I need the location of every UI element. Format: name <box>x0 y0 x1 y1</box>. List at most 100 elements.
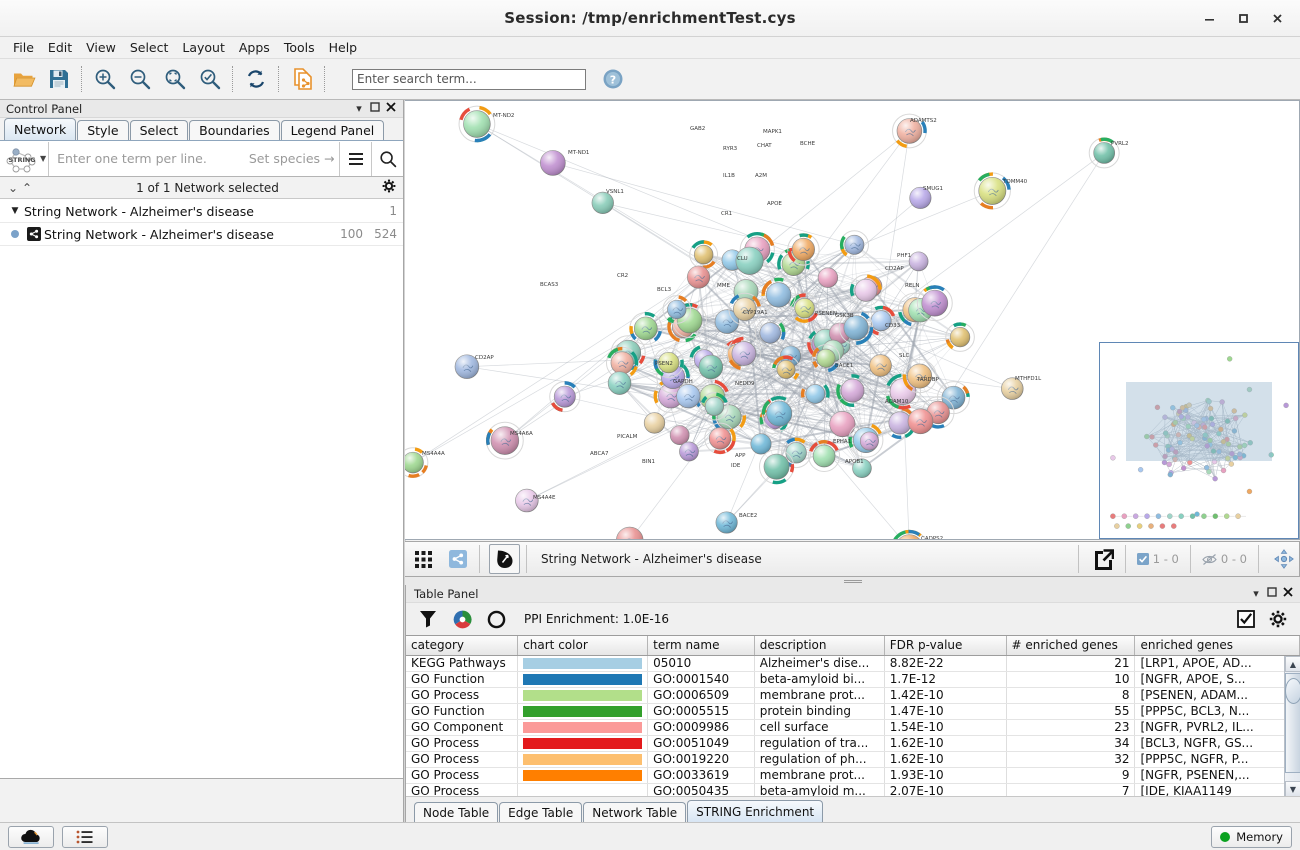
network-graph[interactable] <box>405 101 1299 540</box>
string-term-input[interactable]: Enter one term per line. Set species → <box>48 141 339 176</box>
string-options-button[interactable] <box>339 141 371 176</box>
table-row[interactable]: GO Process GO:0033619 membrane prot... 1.93… <box>406 767 1300 784</box>
string-search-button[interactable] <box>371 141 403 176</box>
table-panel-float-button[interactable] <box>1264 587 1280 600</box>
network-tree: ▼ String Network - Alzheimer's disease 1 <box>0 199 403 779</box>
table-panel-dropdown-button[interactable]: ▾ <box>1253 587 1259 600</box>
settings-gear-icon <box>382 179 396 193</box>
column-header-chart-color[interactable]: chart color <box>517 636 649 656</box>
cell-chart-color <box>517 687 649 704</box>
column-header-category[interactable]: category <box>406 636 519 656</box>
column-header-enriched-genes[interactable]: enriched genes <box>1134 636 1300 656</box>
select-mode-button[interactable] <box>489 544 520 574</box>
color-swatch <box>523 673 643 685</box>
donut-chart-button[interactable] <box>484 606 508 632</box>
zoom-in-button[interactable] <box>87 62 122 97</box>
enrichment-table[interactable]: category chart color term name descripti… <box>406 635 1300 797</box>
menu-select[interactable]: Select <box>129 40 169 55</box>
table-row[interactable]: GO Process GO:0019220 regulation of ph... 1… <box>406 751 1300 768</box>
tab-boundaries[interactable]: Boundaries <box>189 120 280 140</box>
menu-layout[interactable]: Layout <box>182 40 225 55</box>
network-settings-button[interactable] <box>381 179 397 196</box>
string-logo-svg: STRING <box>6 147 36 172</box>
table-vertical-scrollbar[interactable]: ▲ ▼ <box>1284 656 1300 797</box>
cell-n_genes: 9 <box>1006 767 1136 784</box>
search-input[interactable]: Enter search term... <box>352 68 586 90</box>
string-species-label[interactable]: Set species → <box>248 151 335 166</box>
column-header-description[interactable]: description <box>754 636 885 656</box>
network-view[interactable]: MT-ND2 MT-ND1 VSNL1 CLU MME BCL3 CYP19A1 GAB2 RY… <box>405 100 1300 540</box>
table-row[interactable]: GO Process GO:0051049 regulation of tra...… <box>406 735 1300 752</box>
tab-style[interactable]: Style <box>77 120 129 140</box>
node-label: MS4A4A <box>422 451 445 457</box>
control-panel-dropdown-button[interactable]: ▾ <box>356 102 362 115</box>
network-tree-child-row[interactable]: String Network - Alzheimer's disease 100… <box>0 223 403 246</box>
cell-description: protein binding <box>754 703 885 720</box>
open-session-button[interactable] <box>6 62 41 97</box>
table-row[interactable]: GO Function GO:0001540 beta-amyloid bi... 1… <box>406 671 1300 688</box>
scroll-up-button[interactable]: ▲ <box>1285 656 1300 672</box>
pan-tool-button[interactable] <box>1268 544 1299 574</box>
filter-button[interactable] <box>416 606 440 632</box>
column-header-fdr-p-value[interactable]: FDR p-value <box>884 636 1007 656</box>
zoom-selected-button[interactable] <box>157 62 192 97</box>
color-swatch <box>523 786 642 797</box>
tab-edge-table[interactable]: Edge Table <box>499 802 583 822</box>
refresh-button[interactable] <box>238 62 273 97</box>
menu-help[interactable]: Help <box>328 40 358 55</box>
overview-viewport-rect[interactable] <box>1126 381 1272 462</box>
close-button[interactable] <box>1260 4 1294 34</box>
tab-network[interactable]: Network <box>4 118 77 140</box>
table-row[interactable]: GO Component GO:0009986 cell surface 1.54E-… <box>406 719 1300 736</box>
table-row[interactable]: GO Function GO:0005515 protein binding 1.47… <box>406 703 1300 720</box>
status-bar: Memory <box>0 822 1300 850</box>
menu-apps[interactable]: Apps <box>238 40 270 55</box>
tab-string-enrichment[interactable]: STRING Enrichment <box>687 800 824 822</box>
scroll-down-button[interactable]: ▼ <box>1285 781 1300 797</box>
tab-legend-panel[interactable]: Legend Panel <box>280 120 385 140</box>
table-panel-close-button[interactable] <box>1280 587 1296 600</box>
scroll-thumb[interactable] <box>1285 673 1300 773</box>
tab-select[interactable]: Select <box>129 120 189 140</box>
collapse-all-button[interactable]: ⌄ <box>7 180 19 195</box>
table-settings-button[interactable] <box>1266 606 1290 632</box>
menu-edit[interactable]: Edit <box>47 40 73 55</box>
string-species-dropdown-button[interactable]: ▼ <box>40 154 47 163</box>
maximize-button[interactable] <box>1226 4 1260 34</box>
menu-view[interactable]: View <box>86 40 116 55</box>
tree-twisty-icon[interactable]: ▼ <box>11 206 19 216</box>
tab-network-table[interactable]: Network Table <box>583 802 687 822</box>
selected-count-indicator[interactable]: 1 - 0 <box>1132 552 1184 566</box>
zoom-out-button[interactable] <box>122 62 157 97</box>
fit-network-button[interactable] <box>192 62 227 97</box>
hidden-count-indicator[interactable]: 0 - 0 <box>1197 552 1252 566</box>
network-thumbnail-button[interactable] <box>442 544 473 574</box>
tab-network-table-label: Network Table <box>592 805 678 820</box>
tab-node-table[interactable]: Node Table <box>414 802 499 822</box>
control-panel-close-button[interactable] <box>383 102 399 115</box>
network-tree-root-row[interactable]: ▼ String Network - Alzheimer's disease 1 <box>0 200 403 223</box>
save-session-button[interactable] <box>41 62 76 97</box>
table-row[interactable]: KEGG Pathways 05010 Alzheimer's dise... 8.8… <box>406 655 1300 672</box>
column-header-term-name[interactable]: term name <box>647 636 755 656</box>
pie-chart-button[interactable] <box>450 606 474 632</box>
select-all-checkbox-button[interactable] <box>1234 606 1258 632</box>
menu-file[interactable]: File <box>13 40 34 55</box>
help-button[interactable]: ? <box>600 66 626 92</box>
grid-layout-button[interactable] <box>408 544 439 574</box>
memory-status-button[interactable]: Memory <box>1211 825 1292 848</box>
column-header-num-enriched-genes[interactable]: # enriched genes <box>1006 636 1136 656</box>
expand-all-button[interactable]: ⌃ <box>21 180 33 195</box>
cloud-status-button[interactable] <box>8 825 54 848</box>
control-panel-float-button[interactable] <box>367 102 383 115</box>
menu-tools[interactable]: Tools <box>283 40 315 55</box>
table-row[interactable]: GO Process GO:0006509 membrane prot... 1.42… <box>406 687 1300 704</box>
minimize-button[interactable] <box>1192 4 1226 34</box>
horizontal-splitter[interactable] <box>405 577 1300 585</box>
close-icon <box>386 102 396 112</box>
table-row[interactable]: GO Process GO:0050435 beta-amyloid m... 2.0… <box>406 783 1300 797</box>
new-network-from-selection-button[interactable] <box>284 62 319 97</box>
export-network-button[interactable] <box>1088 544 1119 574</box>
task-list-button[interactable] <box>62 825 108 848</box>
network-overview-thumbnail[interactable] <box>1099 342 1299 539</box>
